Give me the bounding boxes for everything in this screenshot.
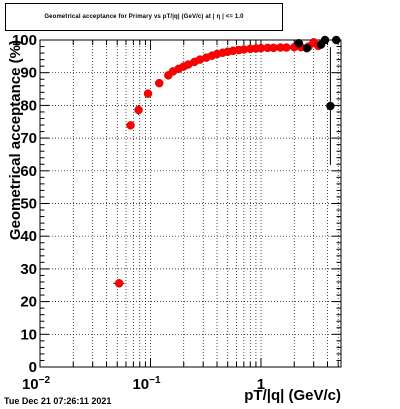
data-point — [143, 89, 153, 98]
y-tick-label: 30 — [20, 261, 37, 278]
data-point — [320, 35, 330, 45]
data-point — [154, 78, 164, 88]
y-tick-label: 50 — [20, 196, 37, 213]
x-axis-title: pT/|q| (GeV/c) — [244, 387, 341, 404]
y-axis-title: Geometrical acceptance (%) — [7, 40, 24, 240]
x-tick-label: 1 — [257, 376, 265, 393]
y-tick-label: 0 — [29, 359, 37, 376]
timestamp: Tue Dec 21 07:26:11 2021 — [4, 396, 112, 406]
data-point — [302, 43, 312, 53]
chart-title-box: Geometrical acceptance for Primary vs pT… — [5, 3, 283, 31]
y-tick-label: 80 — [20, 97, 37, 114]
data-point — [331, 35, 341, 45]
y-tick-label: 60 — [20, 163, 37, 180]
y-tick-label: 70 — [20, 130, 37, 147]
data-point — [114, 279, 124, 288]
data-point — [134, 105, 143, 115]
y-tick-label: 100 — [12, 32, 37, 49]
data-point — [126, 121, 135, 130]
y-tick-label: 20 — [20, 294, 37, 311]
y-tick-label: 10 — [20, 326, 37, 343]
x-tick-label: 10−2 — [22, 375, 51, 393]
chart-title: Geometrical acceptance for Primary vs pT… — [44, 14, 244, 20]
data-point — [294, 39, 304, 48]
data-point — [326, 101, 335, 111]
y-tick-label: 90 — [20, 65, 37, 82]
data-point — [282, 43, 291, 52]
x-tick-label: 10−1 — [132, 375, 161, 393]
y-tick-label: 40 — [20, 228, 37, 245]
